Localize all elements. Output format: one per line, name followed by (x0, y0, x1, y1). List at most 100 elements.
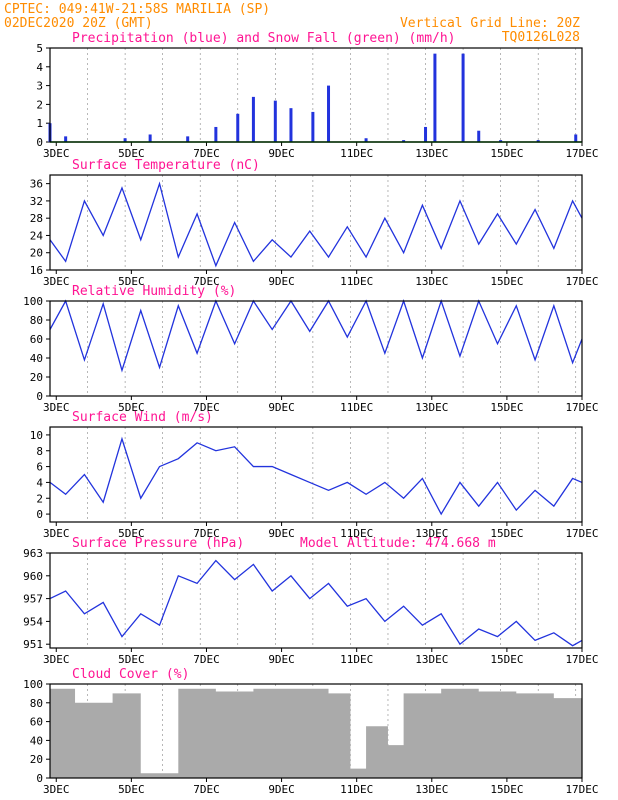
x-tick-label: 11DEC (340, 527, 373, 540)
x-tick-label: 3DEC (43, 401, 70, 414)
precip-bar (123, 138, 127, 142)
precip-bar (327, 85, 331, 142)
x-tick-label: 11DEC (340, 147, 373, 160)
x-tick-label: 7DEC (193, 783, 220, 796)
x-tick-label: 7DEC (193, 653, 220, 666)
x-tick-label: 13DEC (415, 147, 448, 160)
x-tick-label: 7DEC (193, 401, 220, 414)
y-tick-label: 963 (23, 547, 43, 560)
x-tick-label: 7DEC (193, 275, 220, 288)
y-tick-label: 3 (36, 80, 43, 93)
panel-3: Relative Humidity (%) 0 20 40 60 80 100 3DEC 5DE… (23, 284, 598, 414)
y-tick-label: 1 (36, 117, 43, 130)
series-line (49, 436, 583, 516)
y-tick-label: 100 (23, 295, 43, 308)
x-tick-label: 13DEC (415, 401, 448, 414)
header-location: CPTEC: 049:41W-21:58S MARILIA (SP) (4, 2, 270, 17)
x-tick-label: 3DEC (43, 653, 70, 666)
x-tick-label: 17DEC (565, 147, 598, 160)
precip-bar (289, 108, 293, 142)
panel-title: Precipitation (blue) and Snow Fall (gree… (72, 31, 456, 46)
y-tick-label: 32 (30, 195, 43, 208)
x-tick-label: 9DEC (268, 653, 295, 666)
precip-bar (461, 53, 465, 142)
y-tick-label: 4 (36, 476, 43, 489)
y-tick-label: 80 (30, 314, 43, 327)
x-tick-label: 9DEC (268, 783, 295, 796)
x-tick-label: 5DEC (118, 527, 145, 540)
panel-1: Precipitation (blue) and Snow Fall (gree… (36, 31, 598, 160)
precip-bar (251, 96, 255, 142)
x-tick-label: 13DEC (415, 275, 448, 288)
y-tick-label: 4 (36, 61, 43, 74)
y-tick-label: 6 (36, 461, 43, 474)
y-tick-label: 20 (30, 247, 43, 260)
y-tick-label: 60 (30, 333, 43, 346)
x-tick-label: 17DEC (565, 653, 598, 666)
precip-bar (574, 134, 578, 142)
x-tick-label: 5DEC (118, 653, 145, 666)
panel-frame (49, 552, 583, 649)
y-tick-label: 60 (30, 716, 43, 729)
y-tick-label: 0 (36, 390, 43, 403)
y-tick-label: 24 (30, 229, 44, 242)
x-tick-label: 17DEC (565, 527, 598, 540)
y-tick-label: 20 (30, 753, 43, 766)
precip-bar (64, 136, 68, 142)
x-tick-label: 9DEC (268, 527, 295, 540)
x-tick-label: 17DEC (565, 275, 598, 288)
x-tick-label: 9DEC (268, 275, 295, 288)
x-tick-label: 11DEC (340, 783, 373, 796)
x-tick-label: 9DEC (268, 147, 295, 160)
x-tick-label: 11DEC (340, 275, 373, 288)
y-tick-label: 28 (30, 212, 43, 225)
precip-bar (236, 113, 240, 142)
series-line (49, 298, 583, 373)
panel-title: Relative Humidity (%) (72, 284, 236, 299)
x-tick-label: 5DEC (118, 275, 145, 288)
panel-2: Surface Temperature (nC) 16 20 24 28 32 36 3DEC… (30, 158, 599, 288)
y-tick-label: 954 (23, 615, 43, 628)
precip-bar (186, 136, 190, 142)
panel-title: Surface Wind (m/s) (72, 410, 213, 425)
precip-bar (214, 126, 218, 142)
x-tick-label: 11DEC (340, 401, 373, 414)
y-tick-label: 960 (23, 570, 43, 583)
precip-bar (433, 53, 437, 142)
precip-bar (499, 140, 503, 142)
x-tick-label: 9DEC (268, 401, 295, 414)
panel-title: Surface Temperature (nC) (72, 158, 260, 173)
x-tick-label: 15DEC (490, 527, 523, 540)
y-tick-label: 20 (30, 371, 43, 384)
x-tick-label: 5DEC (118, 401, 145, 414)
panel-frame (49, 426, 583, 523)
x-tick-label: 15DEC (490, 783, 523, 796)
series-line (49, 181, 583, 268)
x-tick-label: 15DEC (490, 275, 523, 288)
panel-frame (49, 300, 583, 397)
x-tick-label: 3DEC (43, 275, 70, 288)
x-tick-label: 13DEC (415, 653, 448, 666)
x-tick-label: 7DEC (193, 527, 220, 540)
y-tick-label: 5 (36, 42, 43, 55)
y-tick-label: 2 (36, 98, 43, 111)
x-tick-label: 17DEC (565, 783, 598, 796)
panel-frame (49, 174, 583, 271)
precip-bar (402, 140, 406, 142)
precip-bar (477, 130, 481, 142)
precip-bar (311, 111, 315, 142)
y-tick-label: 957 (23, 593, 43, 606)
panel-4: Surface Wind (m/s) 0 2 4 6 8 10 3DEC 5DEC 7DEC 9DE… (30, 410, 599, 540)
y-tick-label: 80 (30, 697, 43, 710)
panel-6: Cloud Cover (%) 0 20 40 60 80 100 3DEC 5DEC 7DEC 9… (23, 667, 598, 796)
x-tick-label: 15DEC (490, 401, 523, 414)
y-tick-label: 0 (36, 772, 43, 785)
y-tick-label: 16 (30, 264, 43, 277)
cloud-cover-area (50, 688, 582, 778)
x-tick-label: 5DEC (118, 783, 145, 796)
precip-bar (364, 138, 368, 142)
header-grid-note: Vertical Grid Line: 20Z (400, 16, 580, 31)
header-run-time: 02DEC2020 20Z (GMT) (4, 16, 153, 31)
x-tick-label: 3DEC (43, 147, 70, 160)
